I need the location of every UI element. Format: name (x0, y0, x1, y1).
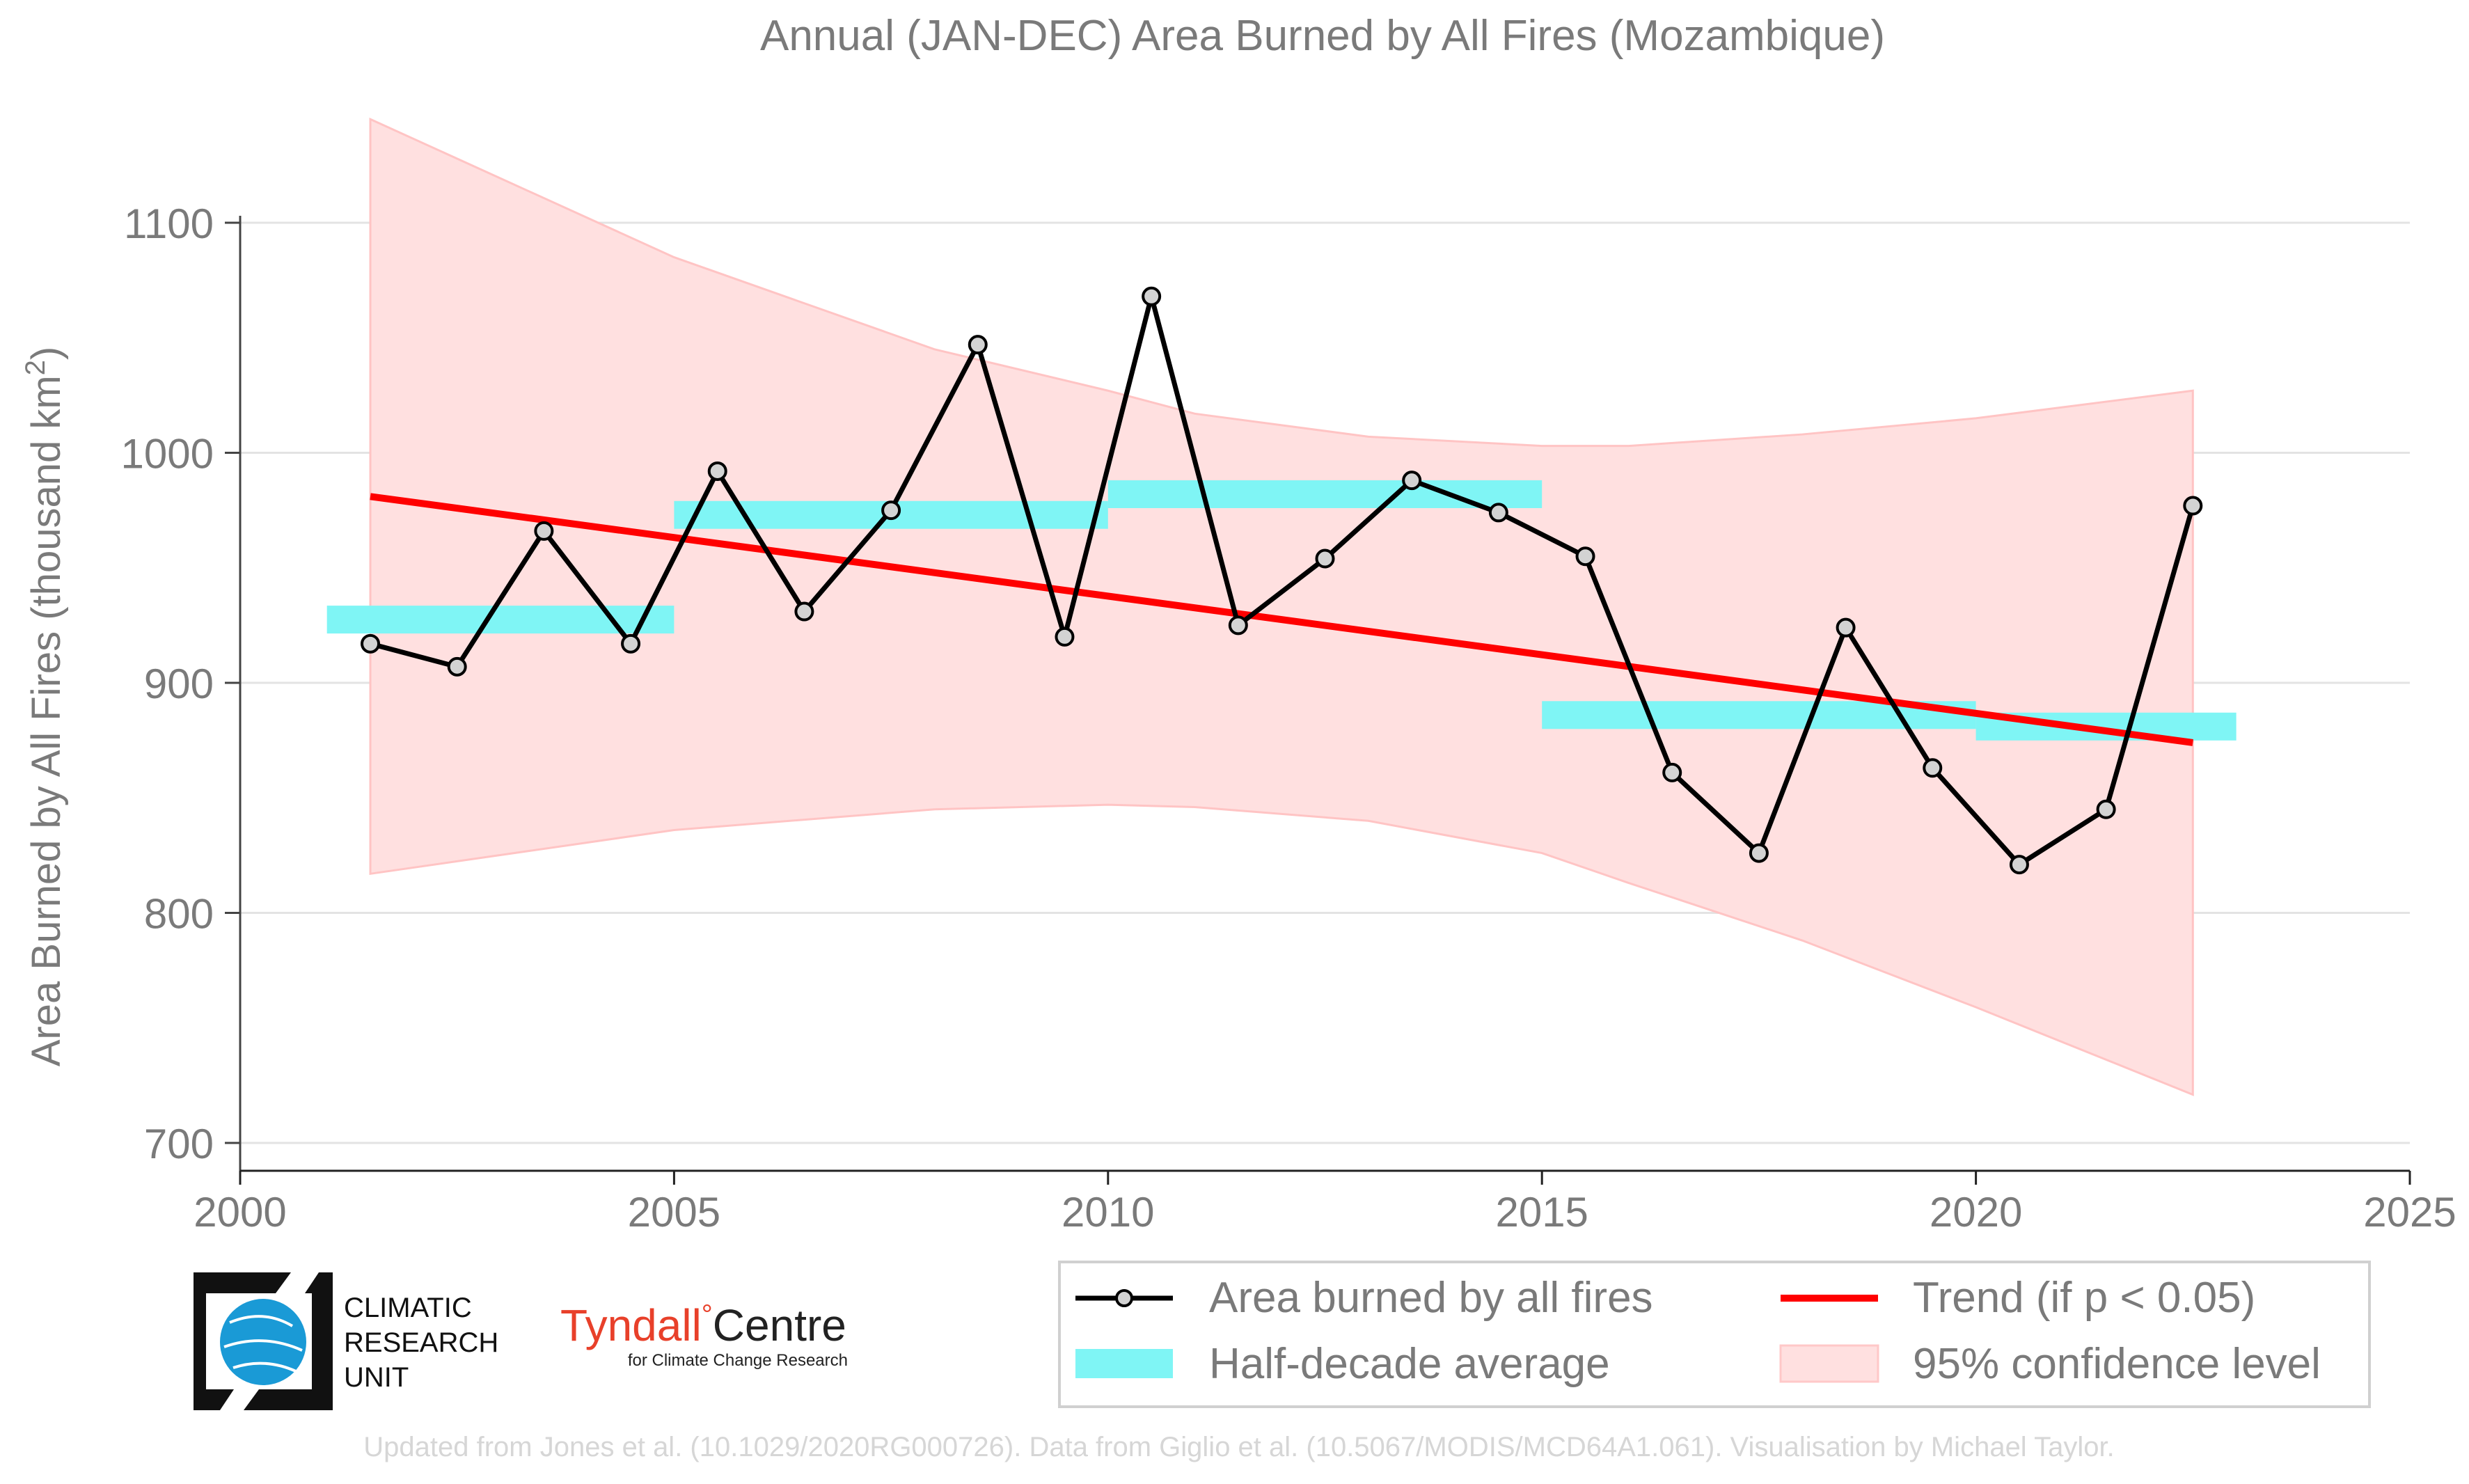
globe-icon-lines (223, 1315, 303, 1373)
x-tick-label: 2020 (1930, 1189, 2022, 1236)
series-point (1923, 758, 1943, 778)
y-tick-label: 900 (144, 661, 214, 707)
series-point (1575, 546, 1595, 567)
footer-credit: Updated from Jones et al. (10.1029/2020R… (363, 1432, 2114, 1462)
series-layer (361, 286, 2203, 875)
y-tick-label: 1100 (124, 200, 214, 247)
y-axis-label-superscript: 2 (20, 360, 51, 375)
x-tick-label: 2000 (194, 1189, 286, 1236)
series-point (1488, 503, 1508, 523)
y-axis-label: Area Burned by All Fires (thousand km2) (20, 347, 69, 1067)
y-tick-label: 700 (144, 1121, 214, 1167)
series-point (968, 335, 988, 355)
tyndall-centre: Centre (713, 1300, 846, 1350)
tyndall-logo: Tyndall°Centre for Climate Change Resear… (560, 1300, 848, 1370)
series-point (2183, 496, 2203, 516)
legend-frame (1058, 1261, 2371, 1408)
tyndall-degree: ° (702, 1300, 713, 1330)
cru-logo-text-line3: UNIT (344, 1362, 409, 1393)
legend-confidence-swatch (1779, 1344, 1879, 1383)
legend-label-average: Half-decade average (1209, 1340, 1610, 1388)
x-tick-label: 2005 (628, 1189, 720, 1236)
y-axis-label-end: ) (24, 347, 69, 360)
chart-title: Annual (JAN-DEC) Area Burned by All Fire… (760, 12, 1885, 60)
legend-label-series: Area burned by all fires (1209, 1274, 1653, 1322)
series-point (2009, 855, 2029, 875)
x-tick-label: 2015 (1495, 1189, 1588, 1236)
confidence-band-layer (369, 117, 2194, 1096)
tyndall-name: Tyndall (560, 1300, 702, 1350)
x-tick-label: 2010 (1062, 1189, 1154, 1236)
series-point (1142, 286, 1162, 306)
confidence-band (369, 117, 2194, 1096)
series-point (1749, 843, 1769, 863)
y-axis-label-main: Area Burned by All Fires (thousand km (24, 375, 69, 1066)
axes: 700 800 900 1000 1100 2000 2005 2010 2015 2020 202… (121, 200, 2456, 1236)
series-point (1055, 626, 1075, 647)
series-line (370, 286, 2195, 868)
y-tick-label: 800 (144, 891, 214, 938)
series-point (794, 601, 814, 622)
legend-label-confidence: 95% confidence level (1913, 1340, 2321, 1388)
cru-logo-bracket-left (194, 1272, 291, 1410)
legend-average-swatch (1075, 1349, 1173, 1378)
x-tick-label: 2025 (2363, 1189, 2456, 1236)
series-point (1836, 617, 1856, 638)
legend-marker-swatch (1115, 1289, 1133, 1307)
series-point (1228, 615, 1248, 636)
cru-logo-text-line1: CLIMATIC (344, 1293, 472, 1323)
series-point (1662, 762, 1682, 782)
series-point (621, 633, 641, 654)
cru-logo-text-line2: RESEARCH (344, 1327, 498, 1358)
series-point (707, 461, 727, 481)
legend-label-trend: Trend (if p < 0.05) (1913, 1274, 2255, 1322)
tyndall-tagline: for Climate Change Research (628, 1351, 848, 1370)
cru-logo-bracket-right (244, 1272, 333, 1410)
series-point (881, 500, 901, 521)
series-point (1315, 548, 1335, 569)
legend: Area burned by all fires Trend (if p < 0… (1058, 1261, 2371, 1408)
series-point (534, 521, 554, 541)
tyndall-logo-name: Tyndall°Centre (560, 1300, 846, 1350)
series-point (447, 656, 467, 677)
series-point (361, 633, 381, 654)
y-tick-label: 1000 (121, 431, 214, 477)
series-point (1402, 471, 1422, 491)
cru-logo: CLIMATIC RESEARCH UNIT (194, 1272, 498, 1410)
series-point (2096, 799, 2116, 819)
